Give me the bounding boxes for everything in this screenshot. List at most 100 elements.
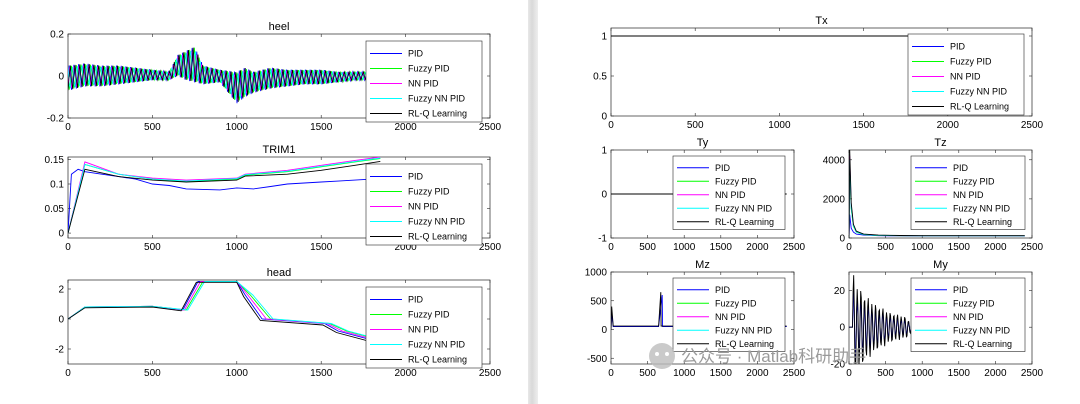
legend-box — [907, 33, 1025, 116]
subplot-mz: Mz0 500 1000 1500 2000 2500-50005001000PIDFuz… — [585, 259, 806, 379]
legend: PID Fuzzy PID NN PID Fuzzy NN PID RL-Q Learn… — [365, 286, 483, 369]
y-tick-label: 0.2 — [50, 30, 64, 41]
x-tick-label: 2500 — [1021, 120, 1044, 131]
right-figure-panel: Tx 0 500 1000 1500 2000 2500 0 0.5 1 PID Fuzzy PID N… — [538, 0, 1080, 404]
y-tick-label: 1 — [601, 32, 607, 43]
legend-label: Fuzzy NN PID — [715, 325, 773, 335]
y-tick-label: 0 — [58, 315, 64, 326]
x-tick-label: 2000 — [984, 242, 1007, 253]
x-tick-label: 2500 — [479, 368, 502, 379]
x-tick-label: 2500 — [783, 368, 806, 379]
legend-label: PID — [408, 49, 424, 59]
x-tick-label: 1500 — [310, 368, 333, 379]
x-tick-label: 1500 — [948, 368, 971, 379]
subplot-title: Mz — [695, 259, 710, 271]
y-tick-label: 0.5 — [593, 72, 607, 83]
legend: PID Fuzzy PID NN PID Fuzzy NN PID RL-Q Learn… — [907, 33, 1025, 116]
x-tick-label: 500 — [144, 242, 161, 253]
x-tick-label: 1000 — [673, 368, 696, 379]
y-tick-label: 0.15 — [45, 155, 65, 166]
series-line-nn-pid — [68, 157, 381, 234]
x-tick-label: 500 — [639, 368, 656, 379]
x-tick-label: 500 — [639, 242, 656, 253]
subplot-trim1: TRIM1 0 500 1000 1500 2000 2500 0 0.05 0.1 0.15 PID… — [45, 144, 502, 253]
x-tick-label: 1500 — [852, 120, 875, 131]
legend-label: RL-Q Learning — [715, 217, 774, 227]
x-tick-label: 2000 — [937, 120, 960, 131]
subplot-title: Ty — [697, 137, 709, 149]
legend-label: Fuzzy NN PID — [953, 203, 1011, 213]
x-tick-label: 1500 — [948, 242, 971, 253]
legend-label: NN PID — [408, 325, 439, 335]
y-tick-label: 20 — [834, 286, 846, 297]
y-tick-label: 2 — [58, 285, 64, 296]
legend-label: PID — [950, 42, 966, 52]
series-line-rl-q-learning — [68, 281, 474, 364]
legend: PID Fuzzy PID NN PID Fuzzy NN PID RL-Q Learn… — [672, 155, 786, 230]
legend-label: Fuzzy NN PID — [408, 340, 466, 350]
x-tick-label: 500 — [877, 368, 894, 379]
subplot-head: head 0 500 1000 1500 2000 2500 -2 0 2 PID Fuzzy PID… — [55, 267, 501, 379]
y-tick-label: 0 — [839, 323, 845, 334]
y-tick-label: 1000 — [585, 268, 608, 279]
x-tick-label: 1500 — [310, 122, 333, 133]
legend-label: Fuzzy PID — [953, 176, 995, 186]
x-tick-label: 0 — [608, 242, 614, 253]
x-tick-label: 1500 — [710, 242, 733, 253]
x-tick-label: 2000 — [746, 242, 769, 253]
legend-label: NN PID — [953, 312, 984, 322]
x-tick-label: 500 — [144, 122, 161, 133]
subplot-tz: Tz 0 500 1000 1500 2000 2500 0 2000 4000 PID Fuzzy … — [823, 137, 1044, 253]
y-tick-label: 1 — [601, 146, 607, 157]
plot-area — [68, 157, 381, 234]
watermark: 公众号 · Matlab科研助手 — [649, 343, 866, 369]
subplot-tx: Tx 0 500 1000 1500 2000 2500 0 0.5 1 PID Fuzzy PID N… — [593, 15, 1043, 131]
y-tick-label: 0 — [601, 325, 607, 336]
y-tick-label: -20 — [831, 360, 846, 371]
legend-label: PID — [408, 172, 424, 182]
x-tick-label: 500 — [877, 242, 894, 253]
legend: PID Fuzzy PID NN PID Fuzzy NN PID RL-Q Learn… — [910, 277, 1026, 352]
x-tick-label: 1500 — [710, 368, 733, 379]
x-tick-label: 0 — [846, 368, 852, 379]
legend-label: Fuzzy PID — [408, 64, 450, 74]
wechat-icon-eye — [665, 352, 669, 356]
y-tick-label: -2 — [55, 345, 64, 356]
left-figure-panel: heel 0 500 1000 1500 2000 2500 -0.2 0 0.2 PID Fuzzy… — [0, 0, 528, 404]
x-tick-label: 1000 — [673, 242, 696, 253]
legend-label: RL-Q Learning — [408, 232, 467, 242]
y-tick-label: 0 — [601, 112, 607, 123]
y-tick-label: 500 — [590, 296, 607, 307]
legend-label: NN PID — [408, 202, 439, 212]
wechat-icon-eye — [655, 352, 659, 356]
subplot-title: Tx — [815, 15, 828, 27]
legend-label: Fuzzy PID — [408, 187, 450, 197]
legend-label: RL-Q Learning — [408, 109, 467, 119]
subplot-title: My — [933, 259, 948, 271]
plot-area — [849, 275, 916, 364]
legend-label: PID — [715, 163, 731, 173]
x-tick-label: 0 — [65, 242, 71, 253]
x-tick-label: 1000 — [911, 368, 934, 379]
legend-label: Fuzzy PID — [408, 310, 450, 320]
legend-label: PID — [953, 285, 969, 295]
x-tick-label: 0 — [846, 242, 852, 253]
plot-area — [849, 150, 1025, 238]
legend: PID Fuzzy PID NN PID Fuzzy NN PID RL-Q Learn… — [365, 163, 483, 246]
x-tick-label: 1500 — [310, 242, 333, 253]
x-tick-label: 2500 — [1021, 242, 1044, 253]
subplot-title: Tz — [934, 137, 946, 149]
legend-label: Fuzzy NN PID — [953, 325, 1011, 335]
y-tick-label: -1 — [598, 234, 607, 245]
legend-box — [365, 286, 483, 369]
legend-label: RL-Q Learning — [715, 339, 774, 349]
legend-box — [365, 163, 483, 246]
y-tick-label: 0.05 — [45, 204, 65, 215]
legend-label: RL-Q Learning — [950, 102, 1009, 112]
legend-label: Fuzzy PID — [715, 176, 757, 186]
y-tick-label: 0 — [839, 234, 845, 245]
series-line-rl-q-learning — [849, 275, 916, 364]
x-tick-label: 2000 — [746, 368, 769, 379]
y-tick-label: -0.2 — [47, 114, 65, 125]
